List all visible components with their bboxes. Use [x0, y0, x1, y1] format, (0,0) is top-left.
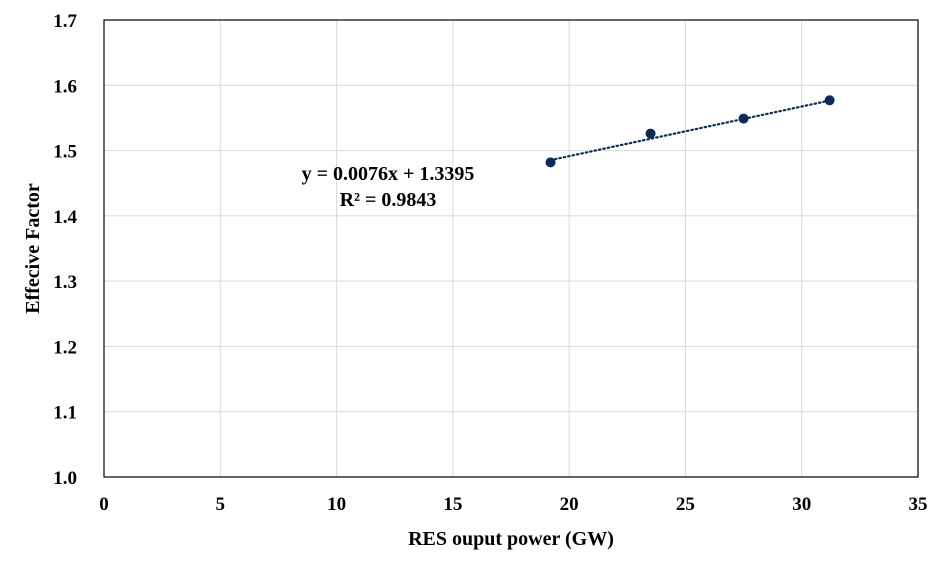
plot-area-frame [103, 19, 919, 478]
data-point [545, 157, 556, 168]
trendline-equation: y = 0.0076x + 1.3395 [302, 163, 475, 185]
y-tick-labels: 1.0 1.1 1.2 1.3 1.4 1.5 1.6 1.7 [53, 11, 77, 489]
x-tick-labels: 0 5 10 15 20 25 30 35 [99, 494, 927, 515]
x-tick-label: 30 [792, 494, 811, 515]
x-tick-label: 15 [443, 494, 462, 515]
trendline-r-squared: R² = 0.9843 [340, 189, 437, 211]
y-axis-title: Effecive Factor [22, 183, 44, 314]
grid-lines [103, 19, 919, 478]
y-tick-label: 1.0 [53, 468, 77, 489]
x-tick-label: 0 [99, 494, 109, 515]
x-tick-label: 10 [327, 494, 346, 515]
y-tick-label: 1.3 [53, 272, 77, 293]
y-tick-label: 1.4 [53, 207, 77, 228]
data-point [824, 95, 835, 106]
trendline-group [549, 99, 831, 162]
data-points [545, 95, 835, 168]
trendline [549, 99, 831, 162]
x-tick-label: 35 [909, 494, 928, 515]
x-axis-title: RES ouput power (GW) [408, 528, 614, 550]
data-point [738, 113, 749, 124]
x-tick-label: 25 [676, 494, 695, 515]
y-tick-label: 1.6 [53, 76, 77, 97]
y-tick-label: 1.1 [53, 403, 77, 424]
y-tick-label: 1.5 [53, 142, 77, 163]
x-tick-label: 5 [216, 494, 226, 515]
x-tick-label: 20 [560, 494, 579, 515]
y-tick-label: 1.7 [53, 11, 77, 32]
data-point [645, 128, 656, 139]
y-tick-label: 1.2 [53, 337, 77, 358]
